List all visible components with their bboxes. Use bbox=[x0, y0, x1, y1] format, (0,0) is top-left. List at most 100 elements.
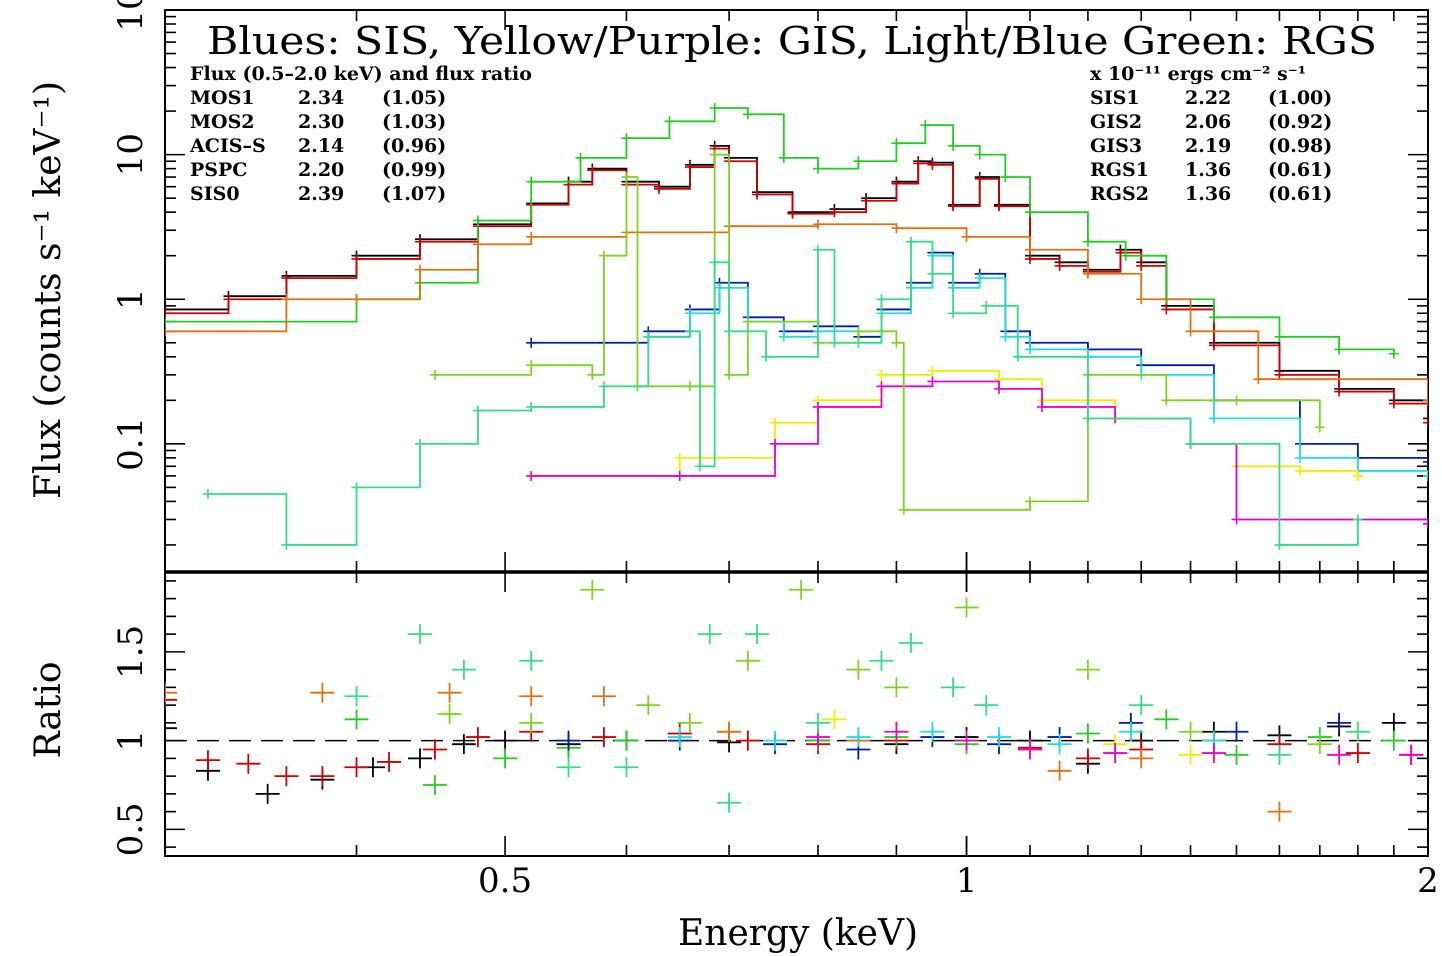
ratio-data-point bbox=[165, 682, 177, 703]
flux-data-point bbox=[1024, 496, 1035, 507]
ratio-data-point bbox=[493, 748, 518, 769]
legend-row-flux: 1.36 bbox=[1185, 183, 1231, 205]
flux-data-point bbox=[812, 219, 823, 230]
flux-data-point bbox=[684, 326, 695, 337]
legend-right-rows: SIS1 2.22 (1.00) GIS2 2.06 (0.92) GIS3 2… bbox=[1090, 87, 1332, 205]
legend-row-ratio: (1.05) bbox=[382, 87, 446, 109]
flux-series-line bbox=[648, 254, 1428, 476]
legend-row-flux: 2.39 bbox=[298, 183, 344, 205]
flux-data-point bbox=[1115, 247, 1126, 258]
ratio-panel: 0.5 1 2 0.5 1 1.5 bbox=[111, 571, 1439, 901]
flux-data-point bbox=[913, 158, 924, 169]
flux-data-point bbox=[1000, 172, 1011, 183]
flux-data-point bbox=[1036, 401, 1047, 412]
flux-series-line bbox=[165, 147, 1428, 423]
flux-data-point bbox=[891, 178, 902, 189]
ratio-data-point bbox=[1381, 712, 1406, 733]
flux-data-point bbox=[1082, 413, 1093, 424]
ratio-data-point bbox=[465, 727, 490, 748]
ratio-data-point bbox=[846, 659, 871, 680]
ratio-data-point bbox=[636, 695, 661, 716]
flux-data-point bbox=[812, 163, 823, 174]
ratio-data-point bbox=[1103, 743, 1128, 764]
flux-data-point bbox=[526, 176, 537, 187]
legend-row-name: RGS2 bbox=[1090, 183, 1149, 205]
flux-data-point bbox=[598, 381, 609, 392]
flux-series-line bbox=[434, 153, 1321, 511]
ratio-data-point bbox=[697, 624, 722, 645]
ratio-data-point bbox=[1047, 760, 1072, 781]
y-axis-label-top: Flux (counts s⁻¹ keV⁻¹) bbox=[28, 81, 69, 499]
flux-data-point bbox=[684, 162, 695, 173]
ratio-data-point bbox=[1118, 721, 1143, 742]
ratio-data-point bbox=[884, 721, 909, 742]
ratio-data-point bbox=[1075, 723, 1100, 744]
legend-row-flux: 2.30 bbox=[298, 111, 344, 133]
ratio-data-point bbox=[407, 748, 432, 769]
flux-data-point bbox=[1423, 456, 1428, 467]
ratio-data-point bbox=[556, 757, 581, 778]
flux-data-point bbox=[742, 109, 753, 120]
flux-data-point bbox=[948, 308, 959, 319]
flux-data-point bbox=[414, 264, 425, 275]
ratio-data-point bbox=[1129, 748, 1154, 769]
flux-data-point bbox=[223, 294, 234, 305]
flux-data-point bbox=[853, 326, 864, 337]
ratio-data-point bbox=[717, 792, 742, 813]
ratio-data-point bbox=[1267, 801, 1292, 822]
y-tick-label: 1 bbox=[111, 730, 151, 752]
flux-data-point bbox=[927, 365, 938, 376]
flux-data-point bbox=[472, 405, 483, 416]
ratio-data-point bbox=[677, 712, 702, 733]
legend-row-flux: 2.14 bbox=[298, 135, 344, 157]
flux-data-point bbox=[281, 294, 292, 305]
flux-data-point bbox=[587, 165, 598, 176]
x-tick-label: 2 bbox=[1417, 861, 1439, 901]
flux-data-point bbox=[575, 152, 586, 163]
flux-data-point bbox=[1294, 452, 1305, 463]
flux-data-point bbox=[812, 244, 823, 255]
ratio-data-point bbox=[1399, 744, 1424, 765]
flux-data-point bbox=[974, 149, 985, 160]
ratio-data-point bbox=[1129, 695, 1154, 716]
ratio-data-point bbox=[274, 766, 299, 787]
ratio-data-point bbox=[1224, 744, 1249, 765]
legend-row-name: ACIS–S bbox=[189, 135, 266, 157]
flux-data-point bbox=[787, 208, 798, 219]
ratio-data-point bbox=[580, 579, 605, 600]
flux-data-point bbox=[829, 337, 840, 348]
ratio-data-point bbox=[519, 712, 544, 733]
flux-data-point bbox=[1120, 250, 1131, 261]
flux-data-point bbox=[1423, 413, 1428, 424]
flux-data-point bbox=[812, 401, 823, 412]
flux-data-point bbox=[1024, 207, 1035, 218]
legend-row-flux: 2.19 bbox=[1185, 135, 1231, 157]
ratio-data-point bbox=[451, 734, 476, 755]
legend-row-ratio: (1.00) bbox=[1268, 87, 1332, 109]
ratio-data-point bbox=[437, 704, 462, 724]
flux-data-point bbox=[281, 273, 292, 284]
x-tick-label: 1 bbox=[956, 861, 978, 901]
ratio-series-group bbox=[165, 579, 1424, 822]
flux-data-point bbox=[165, 316, 170, 327]
flux-data-point bbox=[674, 470, 685, 481]
flux-data-point bbox=[1423, 417, 1428, 428]
flux-data-point bbox=[351, 294, 362, 305]
flux-data-point bbox=[202, 489, 213, 500]
flux-data-point bbox=[1423, 518, 1428, 529]
y-tick-label: 10 bbox=[111, 133, 151, 176]
flux-series-line bbox=[165, 223, 1428, 401]
ratio-data-point bbox=[717, 721, 742, 742]
legend-left-rows: MOS1 2.34 (1.05) MOS2 2.30 (1.03) ACIS–S… bbox=[189, 87, 446, 205]
flux-data-point bbox=[829, 207, 840, 218]
ratio-data-point bbox=[422, 739, 447, 760]
flux-data-point bbox=[351, 253, 362, 264]
ratio-data-point bbox=[1327, 744, 1352, 765]
legend-row-flux: 2.06 bbox=[1185, 111, 1231, 133]
ratio-data-point bbox=[422, 775, 447, 795]
flux-data-point bbox=[1185, 438, 1196, 449]
ratio-data-point bbox=[591, 686, 616, 707]
flux-data-point bbox=[927, 376, 938, 387]
flux-data-point bbox=[1024, 253, 1035, 264]
